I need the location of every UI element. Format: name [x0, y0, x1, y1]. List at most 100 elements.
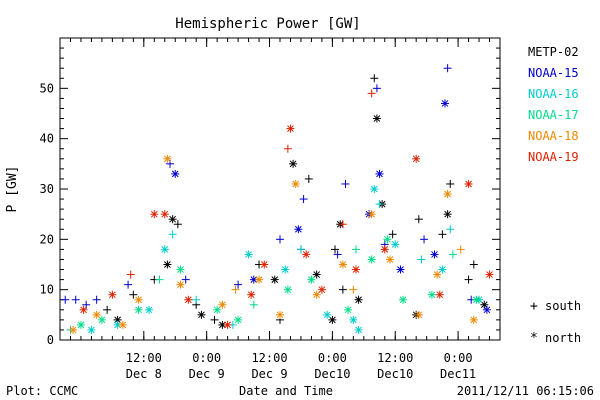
legend-entry: METP-02 [528, 45, 579, 59]
north-point [79, 305, 88, 314]
north-point [328, 315, 337, 324]
north-point [184, 295, 193, 304]
south-point [446, 179, 455, 188]
chart-title: Hemispheric Power [GW] [175, 16, 360, 32]
legend-entry: NOAA-15 [528, 66, 579, 80]
north-point [87, 325, 96, 334]
north-point [383, 235, 392, 244]
north-point [396, 265, 405, 274]
north-point [351, 265, 360, 274]
north-point [307, 275, 316, 284]
south-point [234, 280, 243, 289]
north-point [427, 290, 436, 299]
north-point [163, 154, 172, 163]
south-point [367, 89, 376, 98]
north-point [291, 179, 300, 188]
x-tick-label-time: 0:00 [444, 351, 473, 365]
south-point [351, 245, 360, 254]
plot-timestamp: 2011/12/11 06:15:06 [457, 384, 594, 398]
x-tick-label-date: Dec10 [377, 367, 413, 381]
north-point [482, 305, 491, 314]
y-axis-label: P [GW] [5, 166, 20, 213]
south-point [304, 174, 313, 183]
north-point [441, 99, 449, 108]
north-point [176, 280, 185, 289]
south-point [124, 280, 133, 289]
north-point [163, 260, 172, 269]
north-marker-label: north [545, 331, 581, 345]
north-marker-symbol: * [530, 331, 538, 346]
y-tick-label: 0 [47, 333, 54, 347]
north-point [150, 210, 159, 219]
north-point [472, 295, 481, 304]
north-point [223, 320, 232, 329]
south-point [231, 285, 240, 294]
x-tick-label-date: Dec10 [314, 367, 350, 381]
x-tick-label-time: 12:00 [377, 351, 413, 365]
south-point [388, 230, 397, 239]
north-point [260, 260, 269, 269]
south-point [372, 84, 381, 93]
south-point [338, 285, 347, 294]
north-point [92, 310, 101, 319]
north-point [160, 245, 169, 254]
north-point [349, 315, 358, 324]
north-point [354, 325, 363, 334]
south-point [438, 230, 447, 239]
x-tick-label-date: Dec11 [440, 367, 476, 381]
north-point [286, 124, 295, 133]
north-point [213, 305, 222, 314]
south-point [71, 295, 80, 304]
south-point [192, 295, 201, 304]
south-point [331, 245, 339, 254]
y-tick-label: 10 [40, 283, 54, 297]
north-point [399, 295, 408, 304]
x-tick-label-date: Dec 9 [189, 367, 225, 381]
south-point [417, 255, 426, 264]
north-point [469, 315, 478, 324]
south-point [469, 260, 478, 269]
south-marker-symbol: + [530, 299, 538, 314]
north-point [443, 210, 452, 219]
south-point [61, 295, 70, 304]
north-point [247, 290, 256, 299]
south-point [210, 315, 219, 324]
south-point [276, 235, 284, 244]
north-point [234, 315, 243, 324]
south-point [283, 144, 292, 153]
north-point [485, 270, 494, 279]
legend-entry: NOAA-17 [528, 108, 579, 122]
south-point [126, 270, 135, 279]
north-point [218, 300, 227, 309]
south-point [464, 275, 473, 284]
north-point [244, 250, 253, 259]
x-tick-label-time: 12:00 [251, 351, 287, 365]
marker-legend: + south * north [530, 299, 581, 346]
south-point [155, 275, 164, 284]
north-point [312, 270, 321, 279]
north-point [412, 154, 421, 163]
legend-entry: NOAA-19 [528, 150, 579, 164]
south-point [375, 200, 384, 209]
north-point [386, 255, 394, 264]
north-point [69, 325, 78, 334]
north-point [438, 265, 447, 274]
x-axis: 12:00 Dec 8 0:00 Dec 9 12:00 Dec 9 0:00 Dec10 12… [59, 38, 501, 381]
north-point [270, 275, 279, 284]
south-point [299, 195, 308, 204]
north-point [380, 245, 389, 254]
y-tick-label: 40 [40, 132, 54, 146]
south-point [420, 235, 429, 244]
north-point [171, 169, 180, 178]
north-point [276, 310, 284, 319]
north-point [302, 250, 311, 259]
north-point [367, 210, 376, 219]
x-tick-label-time: 12:00 [126, 351, 162, 365]
south-point [414, 215, 423, 224]
north-point [367, 255, 376, 264]
data-points [61, 64, 494, 334]
south-point [341, 179, 350, 188]
north-point [283, 285, 292, 294]
x-tick-label-time: 0:00 [192, 351, 221, 365]
north-point [317, 285, 326, 294]
